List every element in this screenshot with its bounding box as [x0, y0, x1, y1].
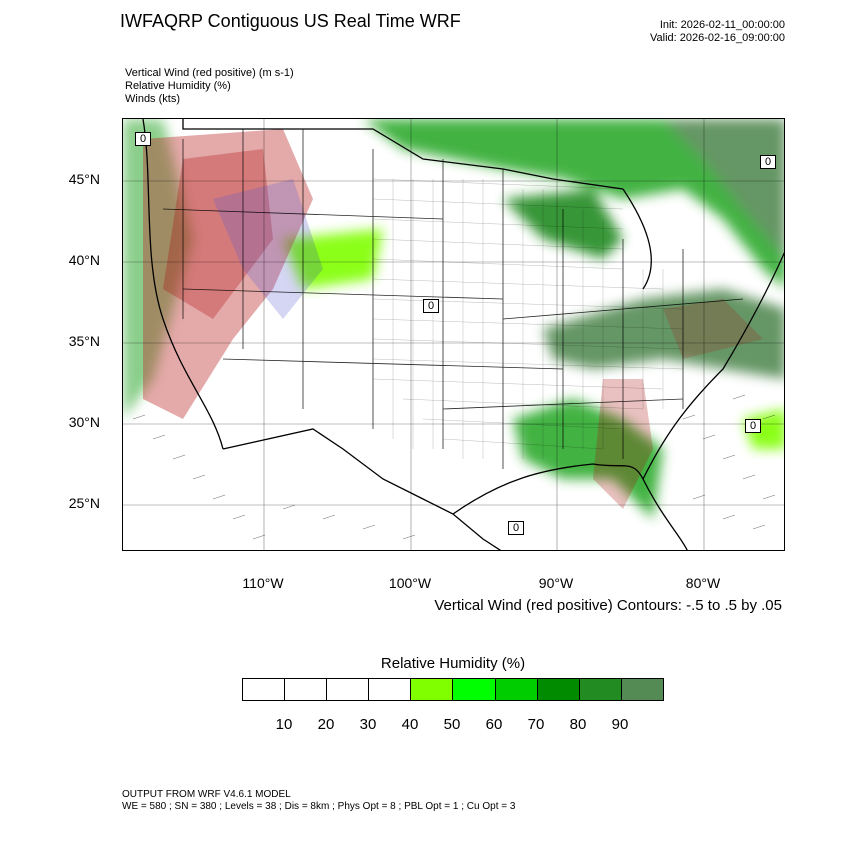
plot-title: IWFAQRP Contiguous US Real Time WRF — [120, 11, 461, 31]
colorbar-swatch — [369, 678, 412, 701]
colorbar-swatch — [242, 678, 286, 701]
lat-label-30: 30°N — [68, 414, 100, 430]
field-relative-humidity: Relative Humidity (%) — [125, 80, 231, 92]
lon-label-80: 80°W — [685, 575, 721, 591]
colorbar-swatch — [411, 678, 454, 701]
lat-label-45: 45°N — [68, 171, 100, 187]
colorbar-title: Relative Humidity (%) — [380, 655, 526, 672]
contour-info: Vertical Wind (red positive) Contours: -… — [434, 597, 782, 614]
graticule — [123, 119, 784, 550]
colorbar-swatch — [453, 678, 496, 701]
humidity-shading — [123, 119, 784, 519]
colorbar-label: 60 — [485, 716, 503, 733]
colorbar-label: 80 — [569, 716, 587, 733]
boundaries — [142, 119, 784, 550]
colorbar-label: 50 — [443, 716, 461, 733]
colorbar-swatch — [327, 678, 370, 701]
wind-station-box: 0 — [760, 155, 777, 169]
init-time: Init: 2026-02-11_00:00:00 — [659, 19, 785, 31]
wind-station-box: 0 — [745, 419, 762, 433]
wind-station-box: 0 — [423, 299, 440, 313]
lat-label-25: 25°N — [68, 495, 100, 511]
colorbar-swatch — [579, 678, 622, 701]
lon-label-110: 110°W — [242, 575, 284, 591]
colorbar-label: 20 — [317, 716, 335, 733]
colorbar-label: 30 — [359, 716, 377, 733]
colorbar-swatch — [537, 678, 580, 701]
colorbar-swatch — [495, 678, 538, 701]
colorbar — [242, 678, 664, 701]
lon-label-100: 100°W — [388, 575, 432, 591]
colorbar-swatch — [621, 678, 664, 701]
wind-barbs — [132, 394, 776, 540]
county-lines — [372, 178, 684, 459]
weather-map: 0 0 0 0 0 — [122, 118, 785, 551]
colorbar-swatch — [285, 678, 328, 701]
colorbar-label: 70 — [527, 716, 545, 733]
lon-label-90: 90°W — [538, 575, 574, 591]
valid-time: Valid: 2026-02-16_09:00:00 — [650, 32, 785, 44]
lat-label-35: 35°N — [68, 333, 100, 349]
wind-station-box: 0 — [508, 521, 525, 535]
field-winds: Winds (kts) — [125, 93, 180, 105]
state-lines — [162, 129, 744, 469]
colorbar-label: 90 — [611, 716, 629, 733]
map-graphic — [123, 119, 784, 550]
footer-config: WE = 580 ; SN = 380 ; Levels = 38 ; Dis … — [122, 801, 516, 812]
field-vertical-wind: Vertical Wind (red positive) (m s-1) — [125, 67, 294, 79]
footer-model: OUTPUT FROM WRF V4.6.1 MODEL — [122, 789, 291, 800]
colorbar-label: 10 — [275, 716, 293, 733]
lat-label-40: 40°N — [68, 252, 100, 268]
wind-station-box: 0 — [135, 132, 152, 146]
colorbar-label: 40 — [401, 716, 419, 733]
